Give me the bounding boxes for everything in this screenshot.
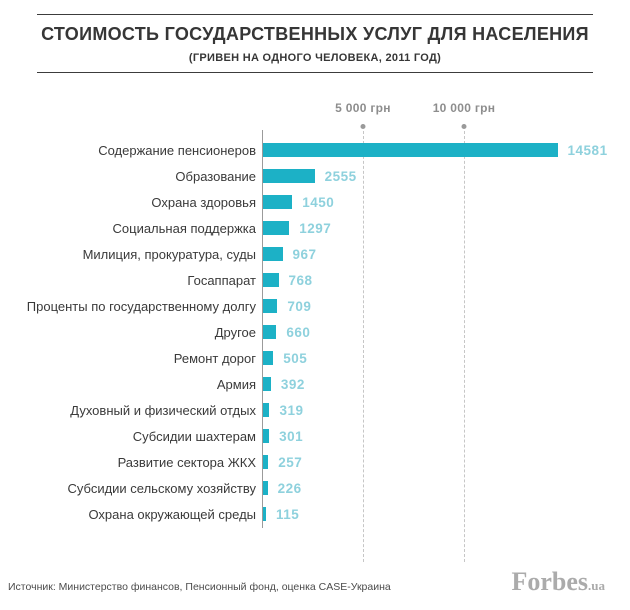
category-label: Проценты по государственному долгу: [26, 298, 256, 314]
bar: [263, 507, 266, 521]
category-label: Духовный и физический отдых: [70, 402, 256, 418]
category-label: Развитие сектора ЖКХ: [117, 454, 256, 470]
bar: [263, 377, 271, 391]
category-label: Армия: [216, 376, 256, 392]
bar: [263, 169, 315, 183]
chart-row: Милиция, прокуратура, суды 967: [0, 241, 630, 267]
bar-value-label: 1297: [299, 220, 332, 236]
bar-value-label: 2555: [324, 168, 357, 184]
bar: [263, 351, 274, 365]
source-note: Источник: Министерство финансов, Пенсион…: [8, 581, 391, 593]
bar: [263, 429, 270, 443]
bar-value-label: 660: [286, 324, 311, 340]
bar-value-label: 257: [278, 454, 303, 470]
category-label: Содержание пенсионеров: [98, 142, 256, 158]
chart-row: Ремонт дорог 505: [0, 345, 630, 371]
category-label: Госаппарат: [187, 272, 256, 288]
category-label: Образование: [175, 168, 256, 184]
category-label: Субсидии шахтерам: [132, 428, 256, 444]
chart-row: Духовный и физический отдых 319: [0, 397, 630, 423]
bar-value-label: 319: [279, 402, 304, 418]
bar: [263, 247, 283, 261]
bar-value-label: 14581: [567, 142, 608, 158]
bar-value-label: 709: [287, 298, 312, 314]
chart-row: Проценты по государственному долгу 709: [0, 293, 630, 319]
bar-value-label: 392: [280, 376, 305, 392]
gridline: [464, 131, 465, 562]
header-rule-bottom: [37, 72, 593, 73]
chart-row: Образование 2555: [0, 163, 630, 189]
chart-title: СТОИМОСТЬ ГОСУДАРСТВЕННЫХ УСЛУГ ДЛЯ НАСЕ…: [41, 24, 589, 44]
category-label: Охрана окружающей среды: [88, 506, 256, 522]
chart-row: Социальная поддержка 1297: [0, 215, 630, 241]
bar-value-label: 301: [279, 428, 304, 444]
bar: [263, 273, 279, 287]
x-axis-tick-label: 10 000 грн: [432, 101, 496, 115]
forbes-logo-suffix: .ua: [588, 578, 605, 593]
chart-rows: Содержание пенсионеров 14581 Образование 25…: [0, 137, 630, 527]
chart-row: Другое 660: [0, 319, 630, 345]
bar-value-label: 967: [292, 246, 317, 262]
category-label: Охрана здоровья: [151, 194, 256, 210]
x-axis-tick-label: 5 000 грн: [335, 101, 391, 115]
bar: [263, 481, 268, 495]
category-label: Милиция, прокуратура, суды: [82, 246, 256, 262]
axis-tick-dot: [360, 124, 366, 129]
chart-row: Охрана здоровья 1450: [0, 189, 630, 215]
chart-row: Охрана окружающей среды 115: [0, 501, 630, 527]
category-label: Ремонт дорог: [173, 350, 256, 366]
bar: [263, 403, 270, 417]
bar: [263, 299, 278, 313]
bar: [263, 143, 558, 157]
chart-subtitle: (ГРИВЕН НА ОДНОГО ЧЕЛОВЕКА, 2011 ГОД): [188, 52, 442, 64]
bar-value-label: 505: [283, 350, 308, 366]
category-label: Субсидии сельскому хозяйству: [67, 480, 256, 496]
bar: [263, 195, 293, 209]
category-label: Другое: [214, 324, 256, 340]
chart-row: Армия 392: [0, 371, 630, 397]
header-rule-top: [37, 14, 593, 15]
chart-row: Развитие сектора ЖКХ 257: [0, 449, 630, 475]
bar-value-label: 1450: [302, 194, 335, 210]
bar-value-label: 226: [277, 480, 302, 496]
chart-row: Субсидии шахтерам 301: [0, 423, 630, 449]
gridline: [363, 131, 364, 562]
bar: [263, 221, 290, 235]
bar-value-label: 768: [288, 272, 313, 288]
forbes-logo: Forbes.ua: [511, 569, 605, 595]
axis-tick-dot: [461, 124, 467, 129]
bar: [263, 455, 269, 469]
forbes-logo-text: Forbes: [511, 567, 589, 596]
chart-row: Госаппарат 768: [0, 267, 630, 293]
y-axis-line: [262, 130, 263, 528]
bar: [263, 325, 277, 339]
category-label: Социальная поддержка: [112, 220, 257, 236]
chart-row: Субсидии сельскому хозяйству 226: [0, 475, 630, 501]
bar-value-label: 115: [276, 506, 300, 522]
chart-row: Содержание пенсионеров 14581: [0, 137, 630, 163]
